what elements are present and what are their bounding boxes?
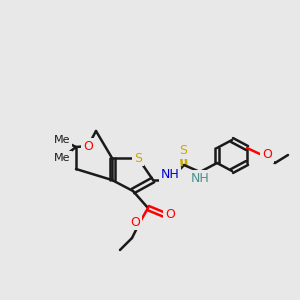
- Text: Me: Me: [54, 135, 70, 145]
- Text: NH: NH: [160, 169, 179, 182]
- Text: O: O: [130, 215, 140, 229]
- Text: S: S: [179, 145, 187, 158]
- Text: O: O: [83, 140, 93, 152]
- Text: O: O: [165, 208, 175, 221]
- Text: Me: Me: [54, 153, 70, 163]
- Text: O: O: [262, 148, 272, 161]
- Text: S: S: [134, 152, 142, 164]
- Text: NH: NH: [190, 172, 209, 184]
